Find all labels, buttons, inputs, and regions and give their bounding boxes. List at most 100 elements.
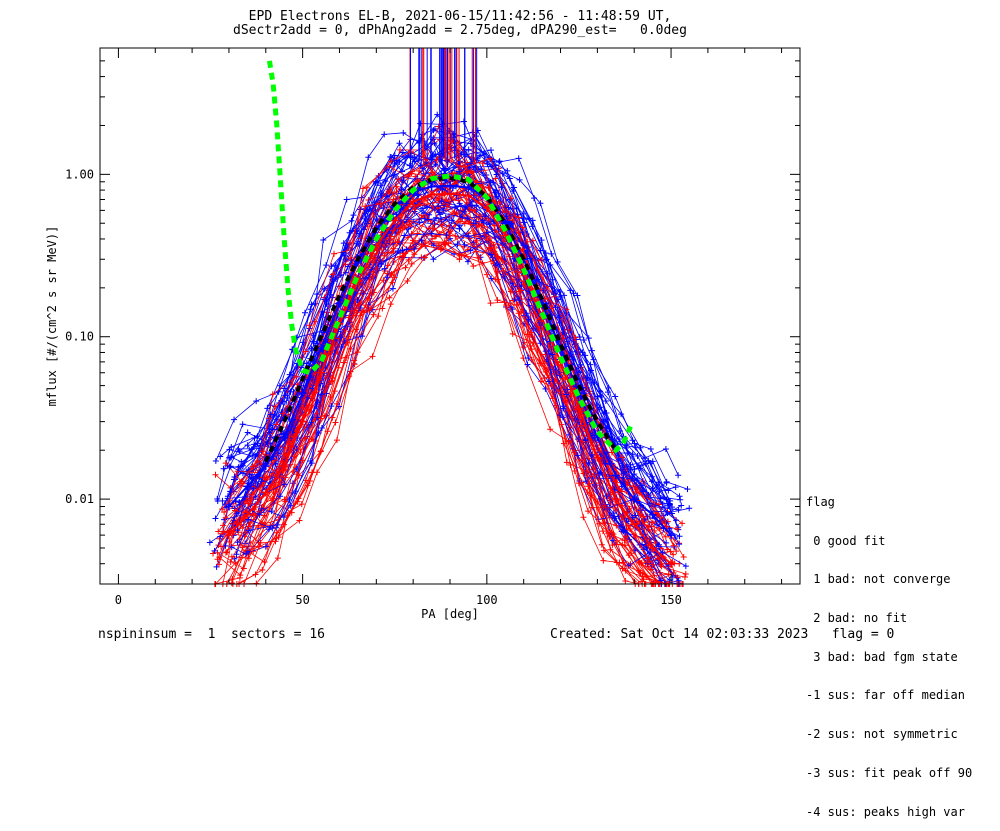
sample-point <box>244 429 251 436</box>
sample-point <box>277 493 284 500</box>
sample-point <box>406 217 413 224</box>
sample-point <box>677 496 684 503</box>
sample-point <box>384 262 391 269</box>
sample-point <box>545 378 552 385</box>
sample-point <box>249 453 256 460</box>
sample-point <box>399 149 406 156</box>
sample-point <box>663 539 670 546</box>
sample-point <box>519 229 526 236</box>
sample-point <box>625 562 632 569</box>
sample-point <box>381 265 388 272</box>
sample-point <box>462 205 469 212</box>
chart-plot: 0 50 100 150 0.01 0.10 1.00 PA [deg] mflux [#/… <box>45 47 801 621</box>
sample-point <box>422 243 429 250</box>
sample-point <box>411 154 418 161</box>
sample-point <box>441 239 448 246</box>
sample-point <box>275 516 282 523</box>
sample-point <box>323 262 330 269</box>
series-point-red <box>667 559 676 568</box>
sample-point <box>454 241 461 248</box>
sample-point <box>409 237 416 244</box>
sample-point <box>456 200 463 207</box>
sample-point <box>433 214 440 221</box>
sample-point <box>515 214 522 221</box>
sample-point <box>289 381 296 388</box>
sample-point <box>249 463 256 470</box>
sample-point <box>433 187 440 194</box>
sample-point <box>440 207 447 214</box>
sample-point <box>308 460 315 467</box>
sample-point <box>560 440 567 447</box>
sample-point <box>355 301 362 308</box>
sample-point <box>381 252 388 259</box>
legend-item: 0 good fit <box>806 533 886 548</box>
sample-point <box>402 154 409 161</box>
sample-point <box>234 527 241 534</box>
sample-point <box>557 412 564 419</box>
sample-point <box>633 477 640 484</box>
x-tick-label: 0 <box>115 593 122 607</box>
sample-point <box>357 312 364 319</box>
series-line-green <box>267 60 633 454</box>
sample-point <box>239 544 246 551</box>
sample-point <box>443 232 450 239</box>
sample-point <box>312 300 319 307</box>
sample-point <box>435 123 442 130</box>
y-tick-label: 0.01 <box>65 492 94 506</box>
sample-point <box>682 570 689 577</box>
sample-point <box>216 554 223 561</box>
sample-point <box>357 304 364 311</box>
sample-point <box>518 287 525 294</box>
sample-point <box>395 176 402 183</box>
sample-point <box>405 226 412 233</box>
sample-point <box>460 146 467 153</box>
sample-point <box>566 334 573 341</box>
sample-point <box>574 292 581 299</box>
sample-point <box>441 167 448 174</box>
sample-point <box>636 567 643 574</box>
series-point-red <box>574 404 583 413</box>
sample-point <box>676 493 683 500</box>
sample-point <box>351 361 358 368</box>
sample-point <box>246 548 253 555</box>
series-point-blue <box>335 299 344 308</box>
legend-item: -4 sus: peaks high var <box>806 804 965 819</box>
sample-point <box>634 453 641 460</box>
sample-point <box>416 219 423 226</box>
sample-point <box>220 522 227 529</box>
sample-point <box>296 517 303 524</box>
sample-point <box>362 302 369 309</box>
sample-point <box>402 264 409 271</box>
sample-point <box>462 159 469 166</box>
series-point-blue <box>446 181 454 190</box>
sample-point <box>674 525 681 532</box>
sample-point <box>354 349 361 356</box>
sample-point <box>461 241 468 248</box>
sample-point <box>655 541 662 548</box>
sample-point <box>426 211 433 218</box>
sample-point <box>632 512 639 519</box>
sample-point <box>469 202 476 209</box>
sample-point <box>256 543 263 550</box>
sample-point <box>390 245 397 252</box>
sample-point <box>313 410 320 417</box>
sample-point <box>257 539 264 546</box>
sample-point <box>302 348 309 355</box>
sample-point <box>661 505 668 512</box>
sample-point <box>400 177 407 184</box>
series-point-red <box>482 204 491 213</box>
sample-point <box>554 258 561 265</box>
sample-point <box>486 244 493 251</box>
sample-point <box>400 129 407 136</box>
sample-point <box>621 542 628 549</box>
sample-point <box>273 421 280 428</box>
sample-point <box>432 151 439 158</box>
sample-point <box>381 131 388 138</box>
sample-point <box>457 163 464 170</box>
series-line-black <box>263 175 618 463</box>
sample-point <box>239 462 246 469</box>
sample-point <box>228 553 235 560</box>
sample-point <box>420 210 427 217</box>
sample-point <box>414 191 421 198</box>
sample-traces <box>206 48 693 587</box>
